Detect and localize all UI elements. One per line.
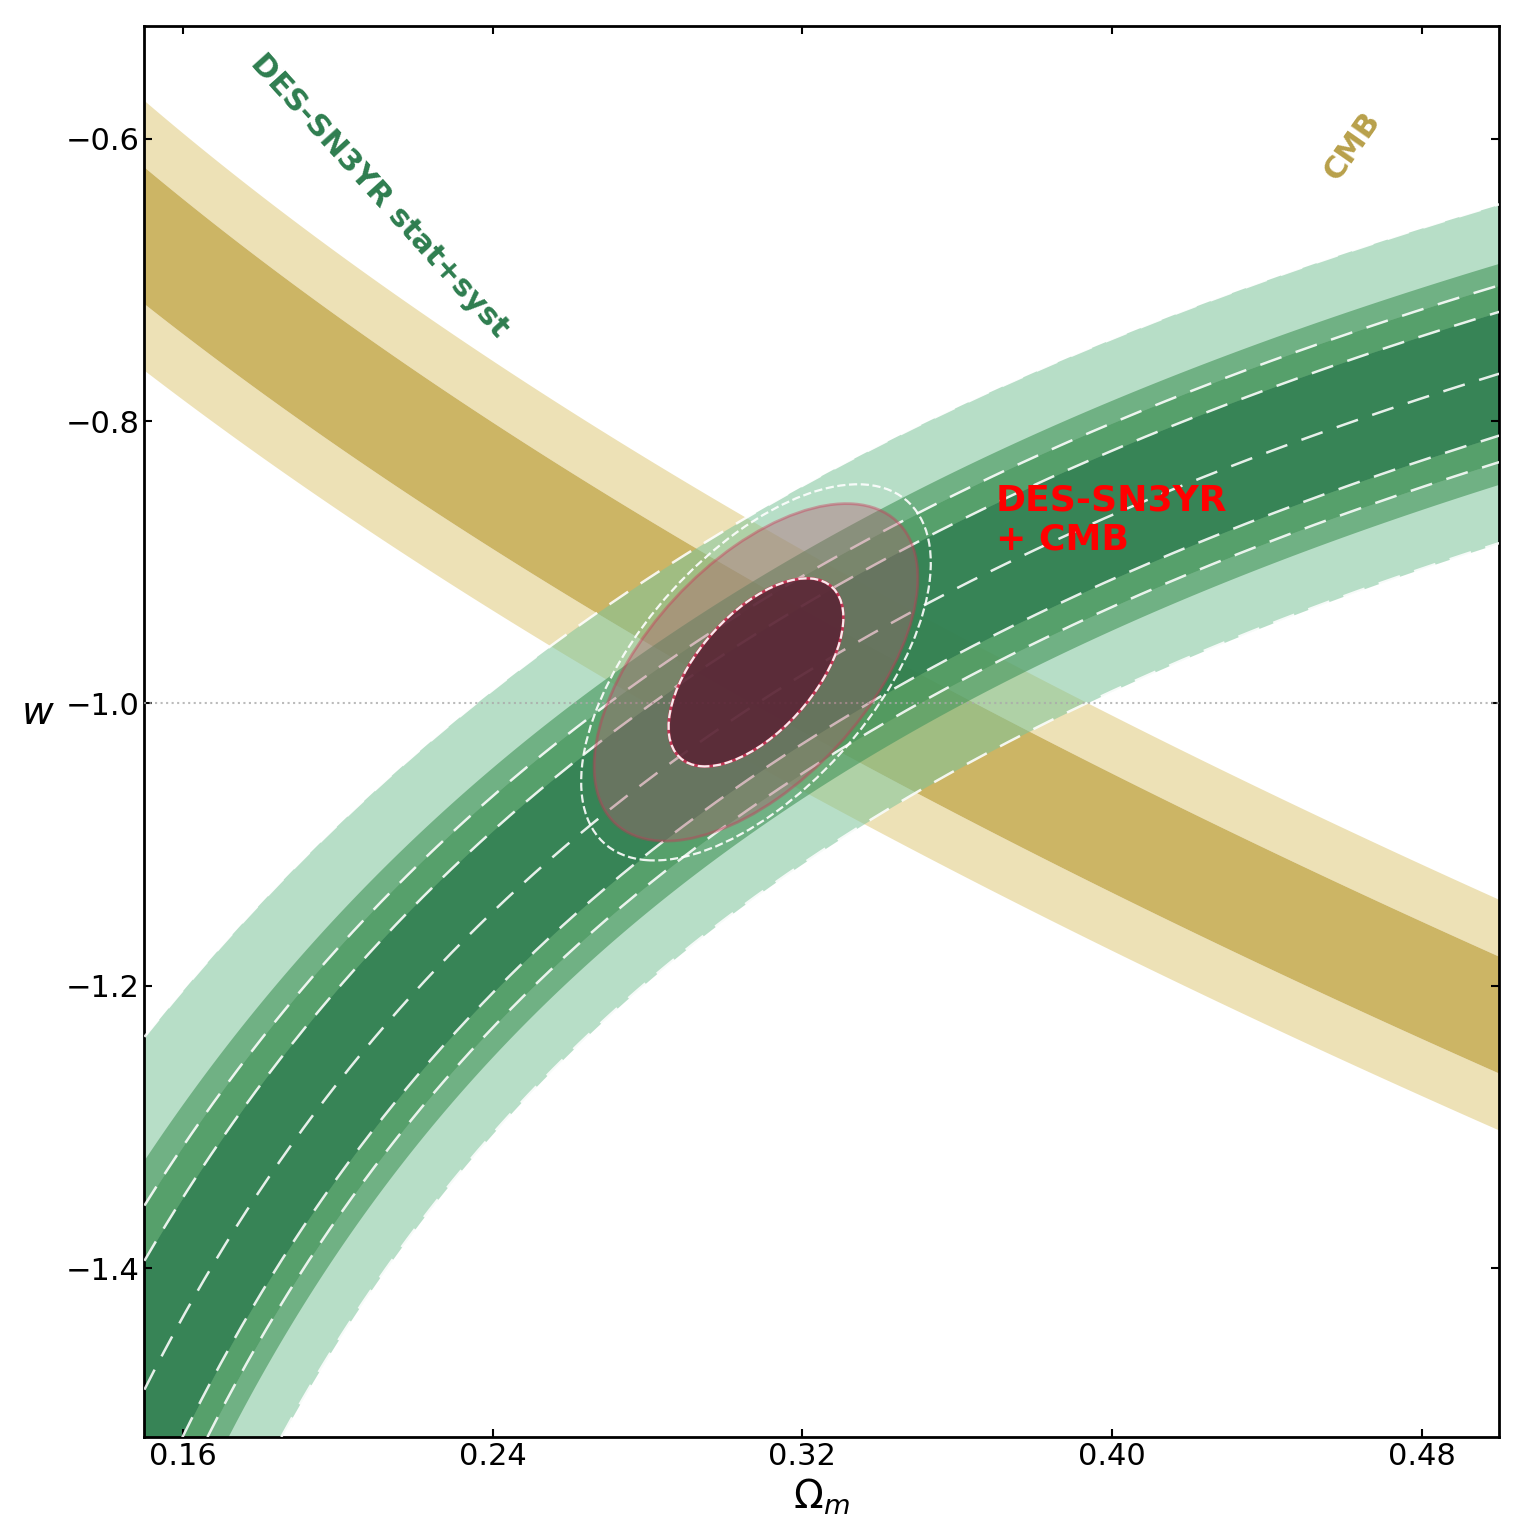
Ellipse shape xyxy=(669,578,844,766)
Text: CMB: CMB xyxy=(1318,106,1386,185)
Text: DES-SN3YR stat+syst: DES-SN3YR stat+syst xyxy=(245,48,514,343)
X-axis label: $\Omega_m$: $\Omega_m$ xyxy=(793,1476,850,1516)
Text: DES-SN3YR
+ CMB: DES-SN3YR + CMB xyxy=(996,483,1228,557)
Y-axis label: $w$: $w$ xyxy=(21,694,55,732)
Ellipse shape xyxy=(594,503,918,841)
Text: DES-SN3YR stat only: DES-SN3YR stat only xyxy=(958,1063,1192,1277)
